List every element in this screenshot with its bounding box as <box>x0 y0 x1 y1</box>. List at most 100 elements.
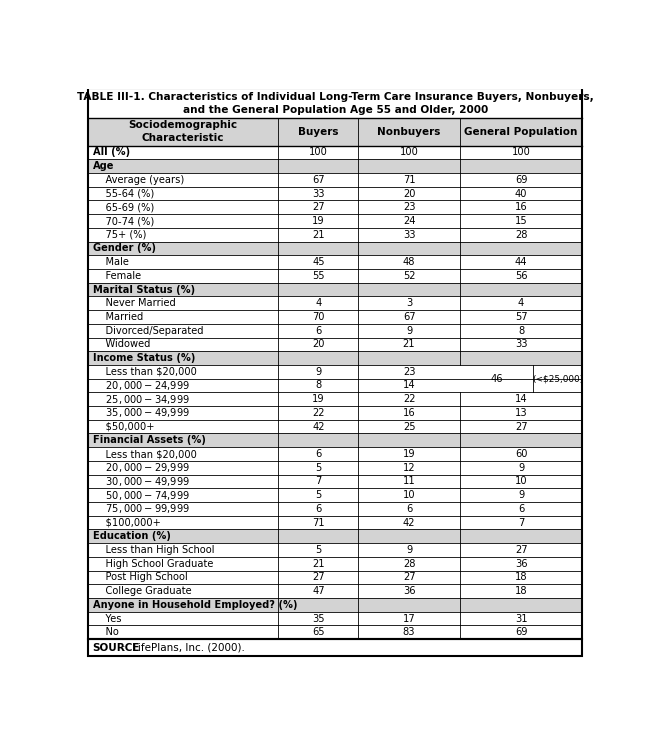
Text: 16: 16 <box>515 202 527 212</box>
Text: 6: 6 <box>315 449 322 459</box>
Text: 4: 4 <box>518 298 525 308</box>
Text: 70-74 (%): 70-74 (%) <box>93 216 154 226</box>
Text: 23: 23 <box>403 367 415 376</box>
Bar <box>88 557 583 571</box>
Text: 21: 21 <box>312 559 324 568</box>
Bar <box>88 434 583 447</box>
Bar <box>88 283 583 296</box>
Bar <box>88 406 583 420</box>
Text: 75+ (%): 75+ (%) <box>93 230 146 240</box>
Bar <box>88 296 583 310</box>
Text: 24: 24 <box>403 216 415 226</box>
Text: Less than $20,000: Less than $20,000 <box>93 367 196 376</box>
Text: :  LifePlans, Inc. (2000).: : LifePlans, Inc. (2000). <box>122 643 245 652</box>
Text: 27: 27 <box>312 202 324 212</box>
Bar <box>88 365 583 379</box>
Text: Less than High School: Less than High School <box>93 545 214 555</box>
Text: 14: 14 <box>515 394 527 404</box>
Text: $20,000-$24,999: $20,000-$24,999 <box>93 379 190 392</box>
Text: 6: 6 <box>315 326 322 336</box>
Bar <box>88 502 583 516</box>
Text: 6: 6 <box>406 504 412 514</box>
Text: 33: 33 <box>312 189 324 199</box>
Text: 60: 60 <box>515 449 527 459</box>
Text: 10: 10 <box>515 476 527 487</box>
Text: 100: 100 <box>309 147 328 158</box>
Bar <box>88 379 583 392</box>
Text: 13: 13 <box>515 408 527 418</box>
Text: 17: 17 <box>403 614 415 623</box>
Bar <box>88 338 583 351</box>
Bar <box>88 447 583 461</box>
Text: Male: Male <box>93 257 128 267</box>
Text: 15: 15 <box>515 216 527 226</box>
Bar <box>88 626 583 639</box>
Text: 19: 19 <box>403 449 415 459</box>
Text: 19: 19 <box>312 216 324 226</box>
Text: 27: 27 <box>312 572 324 583</box>
Text: 9: 9 <box>518 490 525 500</box>
Text: 47: 47 <box>312 586 324 596</box>
Text: 67: 67 <box>312 175 324 185</box>
Text: 100: 100 <box>511 147 530 158</box>
Text: Less than $20,000: Less than $20,000 <box>93 449 196 459</box>
Bar <box>88 173 583 187</box>
Text: 11: 11 <box>403 476 415 487</box>
Text: $35,000-$49,999: $35,000-$49,999 <box>93 406 190 420</box>
Text: 9: 9 <box>406 326 412 336</box>
Text: 65: 65 <box>312 627 324 637</box>
Text: 69: 69 <box>515 627 527 637</box>
Text: 8: 8 <box>315 380 322 391</box>
Text: 57: 57 <box>515 312 527 322</box>
Text: $30,000-$49,999: $30,000-$49,999 <box>93 475 190 488</box>
Text: 55: 55 <box>312 271 324 280</box>
Text: General Population: General Population <box>464 126 577 137</box>
Text: 7: 7 <box>518 518 525 527</box>
Text: 36: 36 <box>403 586 415 596</box>
Bar <box>88 639 583 656</box>
Text: 5: 5 <box>315 463 322 472</box>
Text: 42: 42 <box>403 518 415 527</box>
Bar <box>88 543 583 557</box>
Text: 3: 3 <box>406 298 412 308</box>
Text: (<$25,000): (<$25,000) <box>532 374 583 383</box>
Bar <box>88 214 583 228</box>
Text: 70: 70 <box>312 312 324 322</box>
Text: 22: 22 <box>403 394 415 404</box>
Text: 31: 31 <box>515 614 527 623</box>
Text: 5: 5 <box>315 545 322 555</box>
Text: 71: 71 <box>312 518 324 527</box>
Bar <box>88 461 583 475</box>
Text: TABLE III-1. Characteristics of Individual Long-Term Care Insurance Buyers, Nonb: TABLE III-1. Characteristics of Individu… <box>77 92 594 103</box>
Text: 65-69 (%): 65-69 (%) <box>93 202 154 212</box>
Bar <box>88 488 583 502</box>
Bar <box>88 269 583 283</box>
Bar <box>88 159 583 173</box>
Text: 9: 9 <box>406 545 412 555</box>
Text: Gender (%): Gender (%) <box>93 243 156 254</box>
Text: 40: 40 <box>515 189 527 199</box>
Text: Financial Assets (%): Financial Assets (%) <box>93 435 205 446</box>
Text: $75,000-$99,999: $75,000-$99,999 <box>93 502 190 516</box>
Text: 22: 22 <box>312 408 324 418</box>
Text: 8: 8 <box>518 326 525 336</box>
Bar <box>88 228 583 242</box>
Text: College Graduate: College Graduate <box>93 586 191 596</box>
Text: 6: 6 <box>315 504 322 514</box>
Bar <box>88 310 583 324</box>
Text: Post High School: Post High School <box>93 572 187 583</box>
Text: 44: 44 <box>515 257 527 267</box>
Text: Female: Female <box>93 271 141 280</box>
Text: 69: 69 <box>515 175 527 185</box>
Text: 14: 14 <box>403 380 415 391</box>
Text: All (%): All (%) <box>93 147 129 158</box>
Text: 45: 45 <box>312 257 324 267</box>
Bar <box>88 242 583 255</box>
Text: SOURCE: SOURCE <box>93 643 140 652</box>
Text: Never Married: Never Married <box>93 298 175 308</box>
Text: 46: 46 <box>490 373 503 384</box>
Text: 10: 10 <box>403 490 415 500</box>
Text: Age: Age <box>93 161 114 171</box>
Text: 28: 28 <box>515 230 527 240</box>
Text: 100: 100 <box>400 147 419 158</box>
